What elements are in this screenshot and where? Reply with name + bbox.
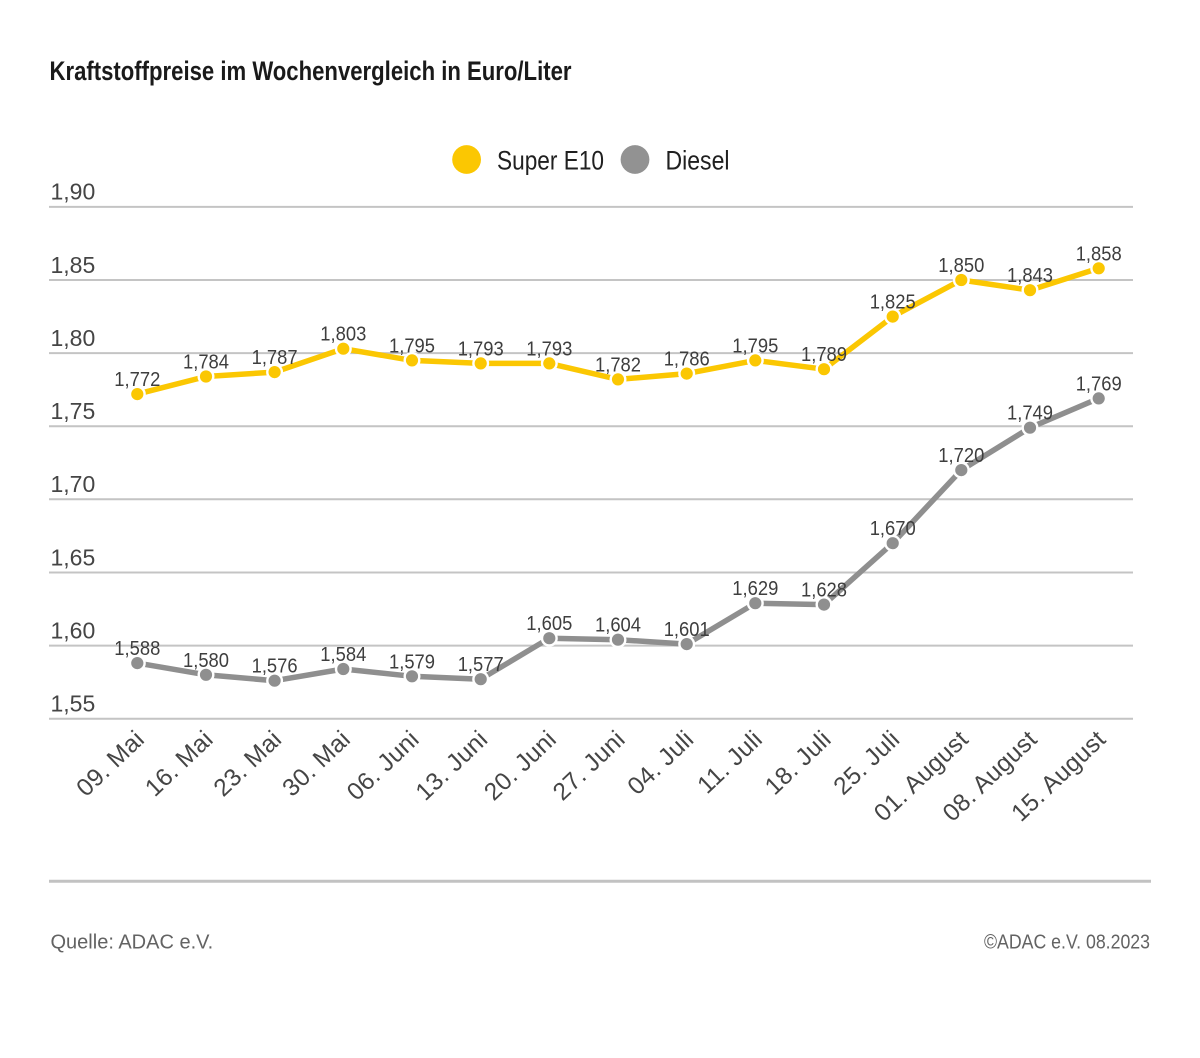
svg-text:1,584: 1,584 [320,644,366,666]
svg-text:1,588: 1,588 [114,638,160,660]
svg-text:1,843: 1,843 [1007,265,1053,287]
svg-text:1,793: 1,793 [458,338,504,360]
svg-text:1,75: 1,75 [51,398,96,424]
svg-text:30. Mai: 30. Mai [278,726,356,802]
svg-text:1,749: 1,749 [1007,403,1053,425]
svg-text:1,795: 1,795 [732,335,778,357]
svg-text:Diesel: Diesel [666,146,730,176]
svg-text:1,80: 1,80 [51,325,96,351]
svg-text:1,604: 1,604 [595,615,641,637]
svg-text:20. Juni: 20. Juni [479,726,562,806]
svg-text:1,850: 1,850 [938,255,984,277]
svg-text:1,601: 1,601 [664,619,710,641]
svg-text:1,629: 1,629 [732,578,778,600]
svg-text:23. Mai: 23. Mai [209,726,287,802]
svg-text:1,576: 1,576 [252,656,298,678]
svg-text:1,793: 1,793 [526,338,572,360]
svg-text:1,772: 1,772 [114,369,160,391]
svg-text:1,720: 1,720 [938,445,984,467]
svg-text:06. Juni: 06. Juni [342,726,425,806]
svg-text:16. Mai: 16. Mai [140,726,218,802]
svg-text:1,825: 1,825 [870,292,916,314]
svg-text:1,628: 1,628 [801,580,847,602]
svg-text:©ADAC e.V. 08.2023: ©ADAC e.V. 08.2023 [984,932,1150,954]
svg-text:04. Juli: 04. Juli [623,726,700,801]
svg-text:1,784: 1,784 [183,352,229,374]
svg-text:Quelle: ADAC e.V.: Quelle: ADAC e.V. [51,932,214,954]
svg-text:1,786: 1,786 [664,349,710,371]
svg-text:1,803: 1,803 [320,324,366,346]
svg-text:1,65: 1,65 [51,544,96,570]
svg-text:1,60: 1,60 [51,617,96,643]
svg-text:1,90: 1,90 [51,179,96,205]
svg-text:1,55: 1,55 [51,691,96,717]
svg-text:Super E10: Super E10 [497,146,604,176]
svg-text:27. Juni: 27. Juni [548,726,631,806]
svg-text:1,577: 1,577 [458,654,504,676]
svg-text:1,579: 1,579 [389,651,435,673]
svg-text:1,670: 1,670 [870,518,916,540]
svg-text:09. Mai: 09. Mai [72,726,150,802]
svg-text:1,70: 1,70 [51,471,96,497]
svg-text:1,605: 1,605 [526,613,572,635]
svg-text:13. Juni: 13. Juni [411,726,494,806]
svg-text:1,580: 1,580 [183,650,229,672]
svg-text:Kraftstoffpreise im Wochenverg: Kraftstoffpreise im Wochenvergleich in E… [50,56,572,86]
svg-text:11. Juli: 11. Juli [693,726,768,799]
svg-text:18. Juli: 18. Juli [760,726,837,801]
svg-text:1,787: 1,787 [252,347,298,369]
svg-text:1,789: 1,789 [801,344,847,366]
svg-text:1,782: 1,782 [595,354,641,376]
svg-text:1,795: 1,795 [389,335,435,357]
svg-text:1,85: 1,85 [51,252,96,278]
svg-text:1,769: 1,769 [1076,373,1122,395]
svg-text:1,858: 1,858 [1076,243,1122,265]
